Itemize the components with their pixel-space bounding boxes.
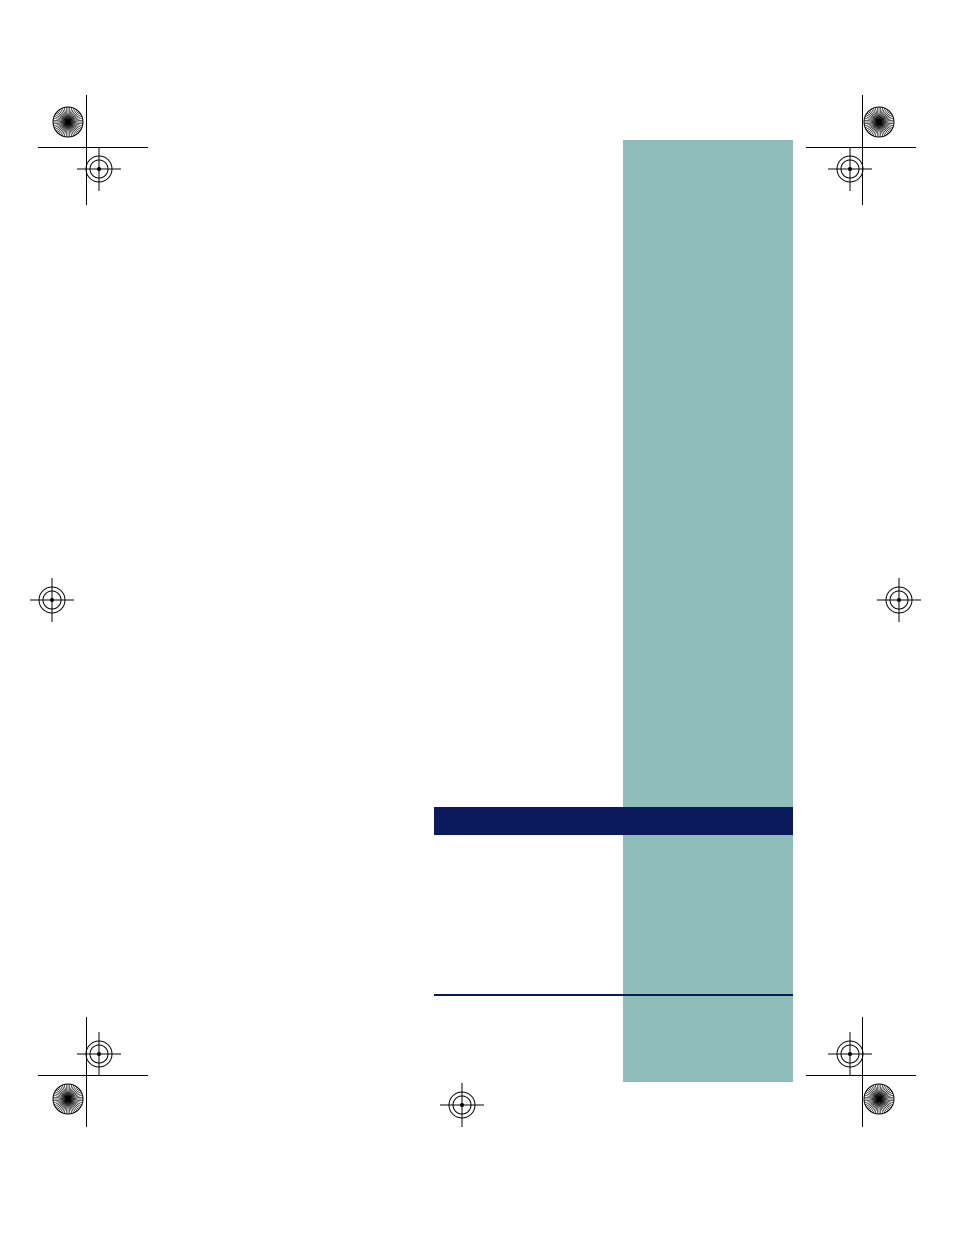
registration-mark-tl-sun [51, 105, 85, 139]
registration-mark-bl-sun [51, 1082, 85, 1116]
page-canvas [0, 0, 954, 1235]
registration-mark-left-mid [30, 578, 74, 622]
crop-mark-h-tr [806, 147, 916, 148]
crop-mark-h-br [806, 1075, 916, 1076]
navy-rule [434, 994, 793, 996]
registration-mark-right-mid [877, 578, 921, 622]
crop-mark-v-tl [86, 95, 87, 205]
crop-mark-v-bl [86, 1017, 87, 1127]
registration-mark-bl-ring [77, 1032, 121, 1076]
crop-mark-h-bl [38, 1075, 148, 1076]
registration-mark-bottom-mid [440, 1083, 484, 1127]
crop-mark-v-br [862, 1017, 863, 1127]
registration-mark-tr-sun [862, 105, 896, 139]
navy-heading-bar [434, 807, 793, 835]
registration-mark-br-ring [828, 1032, 872, 1076]
crop-mark-v-tr [862, 95, 863, 205]
crop-mark-h-tl [38, 147, 148, 148]
registration-mark-br-sun [862, 1082, 896, 1116]
registration-mark-tr-ring [828, 147, 872, 191]
teal-vertical-band [623, 140, 793, 1082]
registration-mark-tl-ring [77, 147, 121, 191]
